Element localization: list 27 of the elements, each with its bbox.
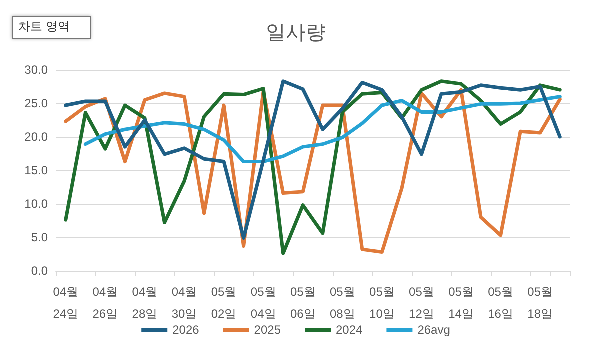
x-tick-label: 05월 06일 xyxy=(290,285,316,321)
y-tick-label: 15.0 xyxy=(24,164,48,178)
y-tick-label: 25.0 xyxy=(24,96,48,110)
x-tick-label: 05월 18일 xyxy=(528,285,554,321)
x-tick-label: 05월 08일 xyxy=(330,285,356,321)
x-tick-label: 05월 16일 xyxy=(488,285,514,321)
legend-label: 2025 xyxy=(254,323,282,337)
y-tick-label: 0.0 xyxy=(31,264,48,278)
x-tick-label: 05월 14일 xyxy=(448,285,474,321)
y-tick-label: 30.0 xyxy=(24,63,48,77)
y-tick-label: 5.0 xyxy=(31,230,48,244)
x-tick-label: 04월 30일 xyxy=(172,285,198,321)
y-tick-label: 20.0 xyxy=(24,130,48,144)
x-tick-label: 04월 26일 xyxy=(92,285,118,321)
legend-label: 26avg xyxy=(418,323,450,337)
x-tick-label: 04월 28일 xyxy=(132,285,158,321)
text: 차트 영역 xyxy=(18,20,70,34)
line-series xyxy=(84,95,562,164)
legend-label: 2024 xyxy=(336,323,364,337)
y-tick-label: 10.0 xyxy=(24,197,48,211)
x-tick-label: 05월 04일 xyxy=(250,285,276,321)
x-tick-label: 04월 24일 xyxy=(53,285,79,321)
chart-title: 일사량 xyxy=(266,22,326,44)
legend-label: 2026 xyxy=(172,323,200,337)
x-tick-label: 05월 12일 xyxy=(409,285,434,321)
x-tick-label: 05월 02일 xyxy=(211,285,237,321)
x-tick-label: 05월 10일 xyxy=(370,285,395,321)
